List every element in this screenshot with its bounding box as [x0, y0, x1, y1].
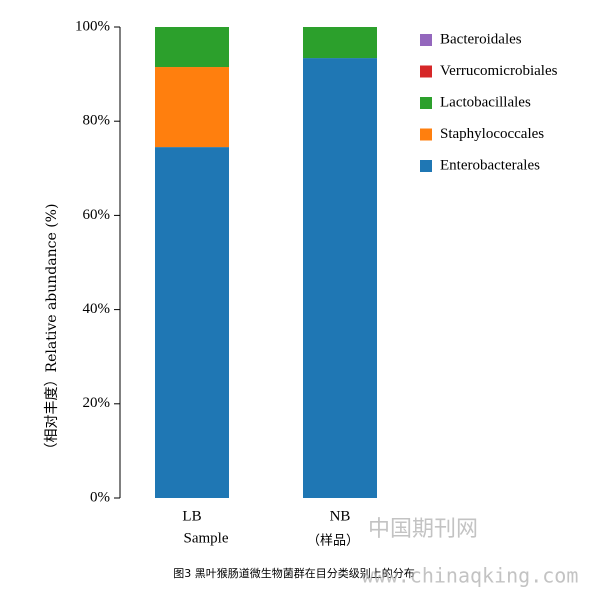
x-tick-label: LB [182, 508, 201, 524]
legend-label: Verrucomicrobiales [440, 63, 558, 79]
legend-swatch [420, 128, 432, 141]
y-tick-label: 20% [83, 395, 111, 411]
y-tick-label: 80% [83, 113, 111, 129]
bar-segment [303, 27, 377, 59]
bar-segment [155, 27, 229, 68]
bar-segment [303, 58, 377, 498]
caption: 图3 黑叶猴肠道微生物菌群在目分类级别上的分布 [173, 566, 415, 580]
bar-segment [155, 147, 229, 499]
legend-swatch [420, 34, 432, 46]
watermark: 中国期刊网 [368, 517, 478, 542]
watermark-url: www.chinaqking.com [362, 564, 579, 588]
bar-segment [155, 67, 229, 148]
y-tick-label: 100% [75, 18, 110, 34]
y-tick-label: 60% [83, 207, 111, 223]
y-tick-label: 0% [90, 489, 110, 505]
legend-swatch [420, 97, 432, 109]
legend-swatch [420, 65, 432, 78]
x-axis-title: Sample [184, 530, 229, 546]
legend-label: Enterobacterales [440, 157, 540, 173]
y-axis-title: （相对丰度）Relative abundance (%) [44, 204, 60, 457]
legend-swatch [420, 160, 432, 172]
legend-label: Bacteroidales [440, 31, 522, 47]
y-tick-label: 40% [83, 301, 111, 317]
x-tick-label: NB [330, 508, 351, 524]
x-axis-title-cn: （样品） [307, 534, 359, 549]
legend-label: Lactobacillales [440, 94, 531, 110]
legend-label: Staphylococcales [440, 126, 544, 142]
